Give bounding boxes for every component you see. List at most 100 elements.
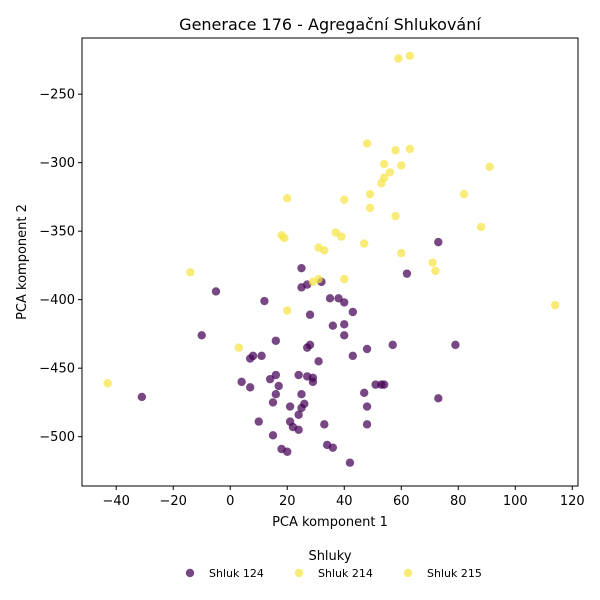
data-point: [379, 380, 389, 389]
data-point: [391, 211, 400, 221]
data-point: [340, 320, 349, 329]
data-point: [485, 162, 494, 171]
y-tick-label: −300: [39, 156, 75, 171]
y-tick-label: −400: [39, 293, 75, 308]
data-point: [394, 54, 403, 63]
data-point: [348, 351, 358, 361]
data-point: [362, 402, 372, 411]
data-point: [362, 344, 372, 354]
data-points: [103, 51, 560, 467]
data-point: [314, 357, 323, 366]
y-tick-label: −450: [39, 362, 75, 377]
data-point: [294, 410, 303, 419]
data-point: [137, 392, 147, 402]
data-point: [388, 340, 397, 350]
y-tick-label: −250: [39, 88, 75, 103]
x-tick-label: −20: [159, 494, 186, 509]
chart-title: Generace 176 - Agregační Shlukování: [179, 15, 481, 34]
data-point: [345, 458, 355, 467]
data-point: [402, 269, 412, 278]
x-tick-label: 80: [450, 494, 467, 509]
data-point: [325, 294, 335, 303]
x-tick-label: 60: [393, 494, 410, 509]
data-point: [283, 447, 292, 456]
data-point: [328, 443, 338, 452]
data-point: [245, 354, 255, 363]
data-point: [302, 343, 312, 352]
legend: Shluk 124 Shluk 214 Shluk 215: [185, 567, 482, 580]
data-point: [285, 402, 295, 411]
data-point: [308, 277, 318, 287]
data-point: [431, 266, 440, 276]
legend-marker: [403, 568, 413, 578]
data-point: [377, 179, 386, 188]
data-point: [294, 370, 303, 380]
data-point: [245, 383, 255, 392]
data-point: [234, 343, 243, 352]
data-point: [271, 390, 281, 399]
data-point: [268, 398, 278, 407]
data-point: [254, 417, 263, 426]
data-point: [320, 420, 329, 429]
data-point: [186, 268, 195, 277]
legend-label: Shluk 215: [427, 567, 482, 580]
data-point: [405, 144, 415, 154]
data-point: [385, 168, 395, 177]
legend-marker: [185, 568, 195, 578]
data-point: [434, 394, 443, 403]
legend-marker: [294, 568, 304, 578]
data-point: [297, 390, 306, 399]
data-point: [294, 425, 303, 435]
data-point: [405, 51, 415, 61]
legend-label: Shluk 124: [209, 567, 264, 580]
data-point: [362, 420, 372, 429]
data-point: [297, 403, 306, 413]
data-point: [328, 321, 338, 330]
data-point: [260, 296, 269, 306]
data-point: [360, 239, 369, 248]
data-point: [391, 146, 400, 155]
x-tick-label: 100: [503, 494, 528, 509]
data-point: [337, 232, 346, 241]
x-tick-label: 0: [226, 494, 234, 509]
data-point: [305, 310, 315, 319]
x-axis: −40 −20 0 20 40 60 80 100 120: [102, 486, 585, 509]
data-point: [379, 159, 389, 169]
data-point: [320, 246, 329, 255]
data-point: [237, 377, 246, 387]
y-tick-label: −500: [39, 430, 75, 445]
data-point: [271, 336, 281, 345]
data-point: [297, 263, 306, 273]
data-point: [280, 233, 289, 243]
data-point: [211, 287, 221, 296]
data-point: [459, 189, 469, 199]
data-point: [340, 298, 349, 307]
data-point: [268, 431, 278, 440]
data-point: [451, 340, 460, 350]
data-point: [283, 194, 292, 203]
data-point: [397, 248, 406, 258]
data-point: [197, 331, 206, 340]
data-point: [103, 379, 112, 388]
legend-title: Shluky: [308, 549, 351, 564]
x-tick-label: 20: [279, 494, 296, 509]
data-point: [348, 307, 358, 317]
data-point: [283, 306, 292, 315]
data-point: [434, 237, 443, 247]
data-point: [308, 377, 318, 387]
x-tick-label: 120: [560, 494, 585, 509]
data-point: [476, 222, 486, 232]
data-point: [265, 374, 275, 384]
x-tick-label: 40: [336, 494, 353, 509]
data-point: [365, 189, 375, 199]
data-point: [274, 381, 283, 391]
x-axis-label: PCA komponent 1: [272, 515, 388, 530]
plot-frame: [81, 37, 579, 487]
y-axis: −250 −300 −350 −400 −450 −500: [39, 88, 82, 445]
data-point: [257, 351, 266, 361]
data-point: [550, 300, 560, 310]
x-tick-label: −40: [102, 494, 129, 509]
data-point: [362, 139, 372, 148]
data-point: [360, 388, 369, 398]
